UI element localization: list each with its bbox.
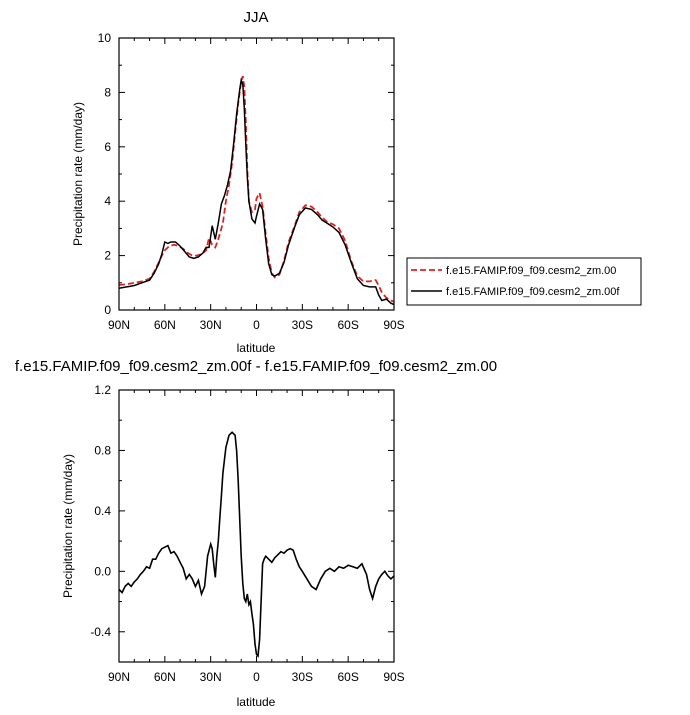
top-y-tick-label: 8 (104, 85, 111, 99)
top-x-tick-label: 30S (292, 318, 313, 332)
top-x-tick-label: 90S (383, 318, 404, 332)
top-x-tick-label: 90N (108, 318, 130, 332)
bottom-x-tick-label: 60N (154, 670, 176, 684)
bottom-x-tick-label: 60S (337, 670, 358, 684)
top-x-tick-label: 60S (337, 318, 358, 332)
top-x-tick-label: 60N (154, 318, 176, 332)
bottom-panel: f.e15.FAMIP.f09_f09.cesm2_zm.00f - f.e15… (15, 358, 497, 709)
bottom-y-tick-label: 0.8 (94, 443, 111, 457)
top-x-axis-label: latitude (237, 341, 276, 355)
bottom-y-axis-label: Precipitation rate (mm/day) (61, 454, 75, 598)
bottom-y-tick-label: -0.4 (90, 625, 111, 639)
top-plot-frame (118, 37, 395, 311)
bottom-x-tick-label: 30S (292, 670, 313, 684)
bottom-plot-area: 90N 60N 30N 0 30S 60S 90S -0.4 0.0 0.4 0.8 1.2 (90, 383, 404, 684)
top-y-tick-label: 10 (98, 31, 112, 45)
top-y-axis-label: Precipitation rate (mm/day) (71, 102, 85, 246)
bottom-plot-frame (118, 389, 395, 663)
bottom-x-tick-label: 0 (253, 670, 260, 684)
bottom-x-axis-label: latitude (237, 695, 276, 709)
bottom-x-tick-label: 90N (108, 670, 130, 684)
top-x-tick-label: 0 (253, 318, 260, 332)
top-series-line-1 (118, 77, 395, 306)
top-y-tick-label: 0 (104, 303, 111, 317)
bottom-chart-title: f.e15.FAMIP.f09_f09.cesm2_zm.00f - f.e15… (15, 358, 497, 375)
top-y-tick-label: 6 (104, 140, 111, 154)
top-y-tick-label: 4 (104, 194, 111, 208)
top-plot-area: 90N 60N 30N 0 30S 60S 90S 0 2 4 6 8 10 (98, 31, 405, 332)
bottom-y-tick-label: 0.0 (94, 564, 111, 578)
bottom-y-tick-label: 1.2 (94, 383, 111, 397)
bottom-x-tick-label: 90S (383, 670, 404, 684)
bottom-series-line-0 (118, 431, 395, 658)
legend-label-series-1: f.e15.FAMIP.f09_f09.cesm2_zm.00f (446, 286, 620, 298)
bottom-y-tick-label: 0.4 (94, 504, 111, 518)
legend: f.e15.FAMIP.f09_f09.cesm2_zm.00 f.e15.FA… (406, 257, 642, 306)
legend-label-series-0: f.e15.FAMIP.f09_f09.cesm2_zm.00 (446, 265, 616, 277)
legend-box (406, 257, 642, 306)
bottom-x-tick-label: 30N (200, 670, 222, 684)
top-x-tick-label: 30N (200, 318, 222, 332)
top-chart-title: JJA (243, 9, 268, 26)
top-y-tick-label: 2 (104, 249, 111, 263)
